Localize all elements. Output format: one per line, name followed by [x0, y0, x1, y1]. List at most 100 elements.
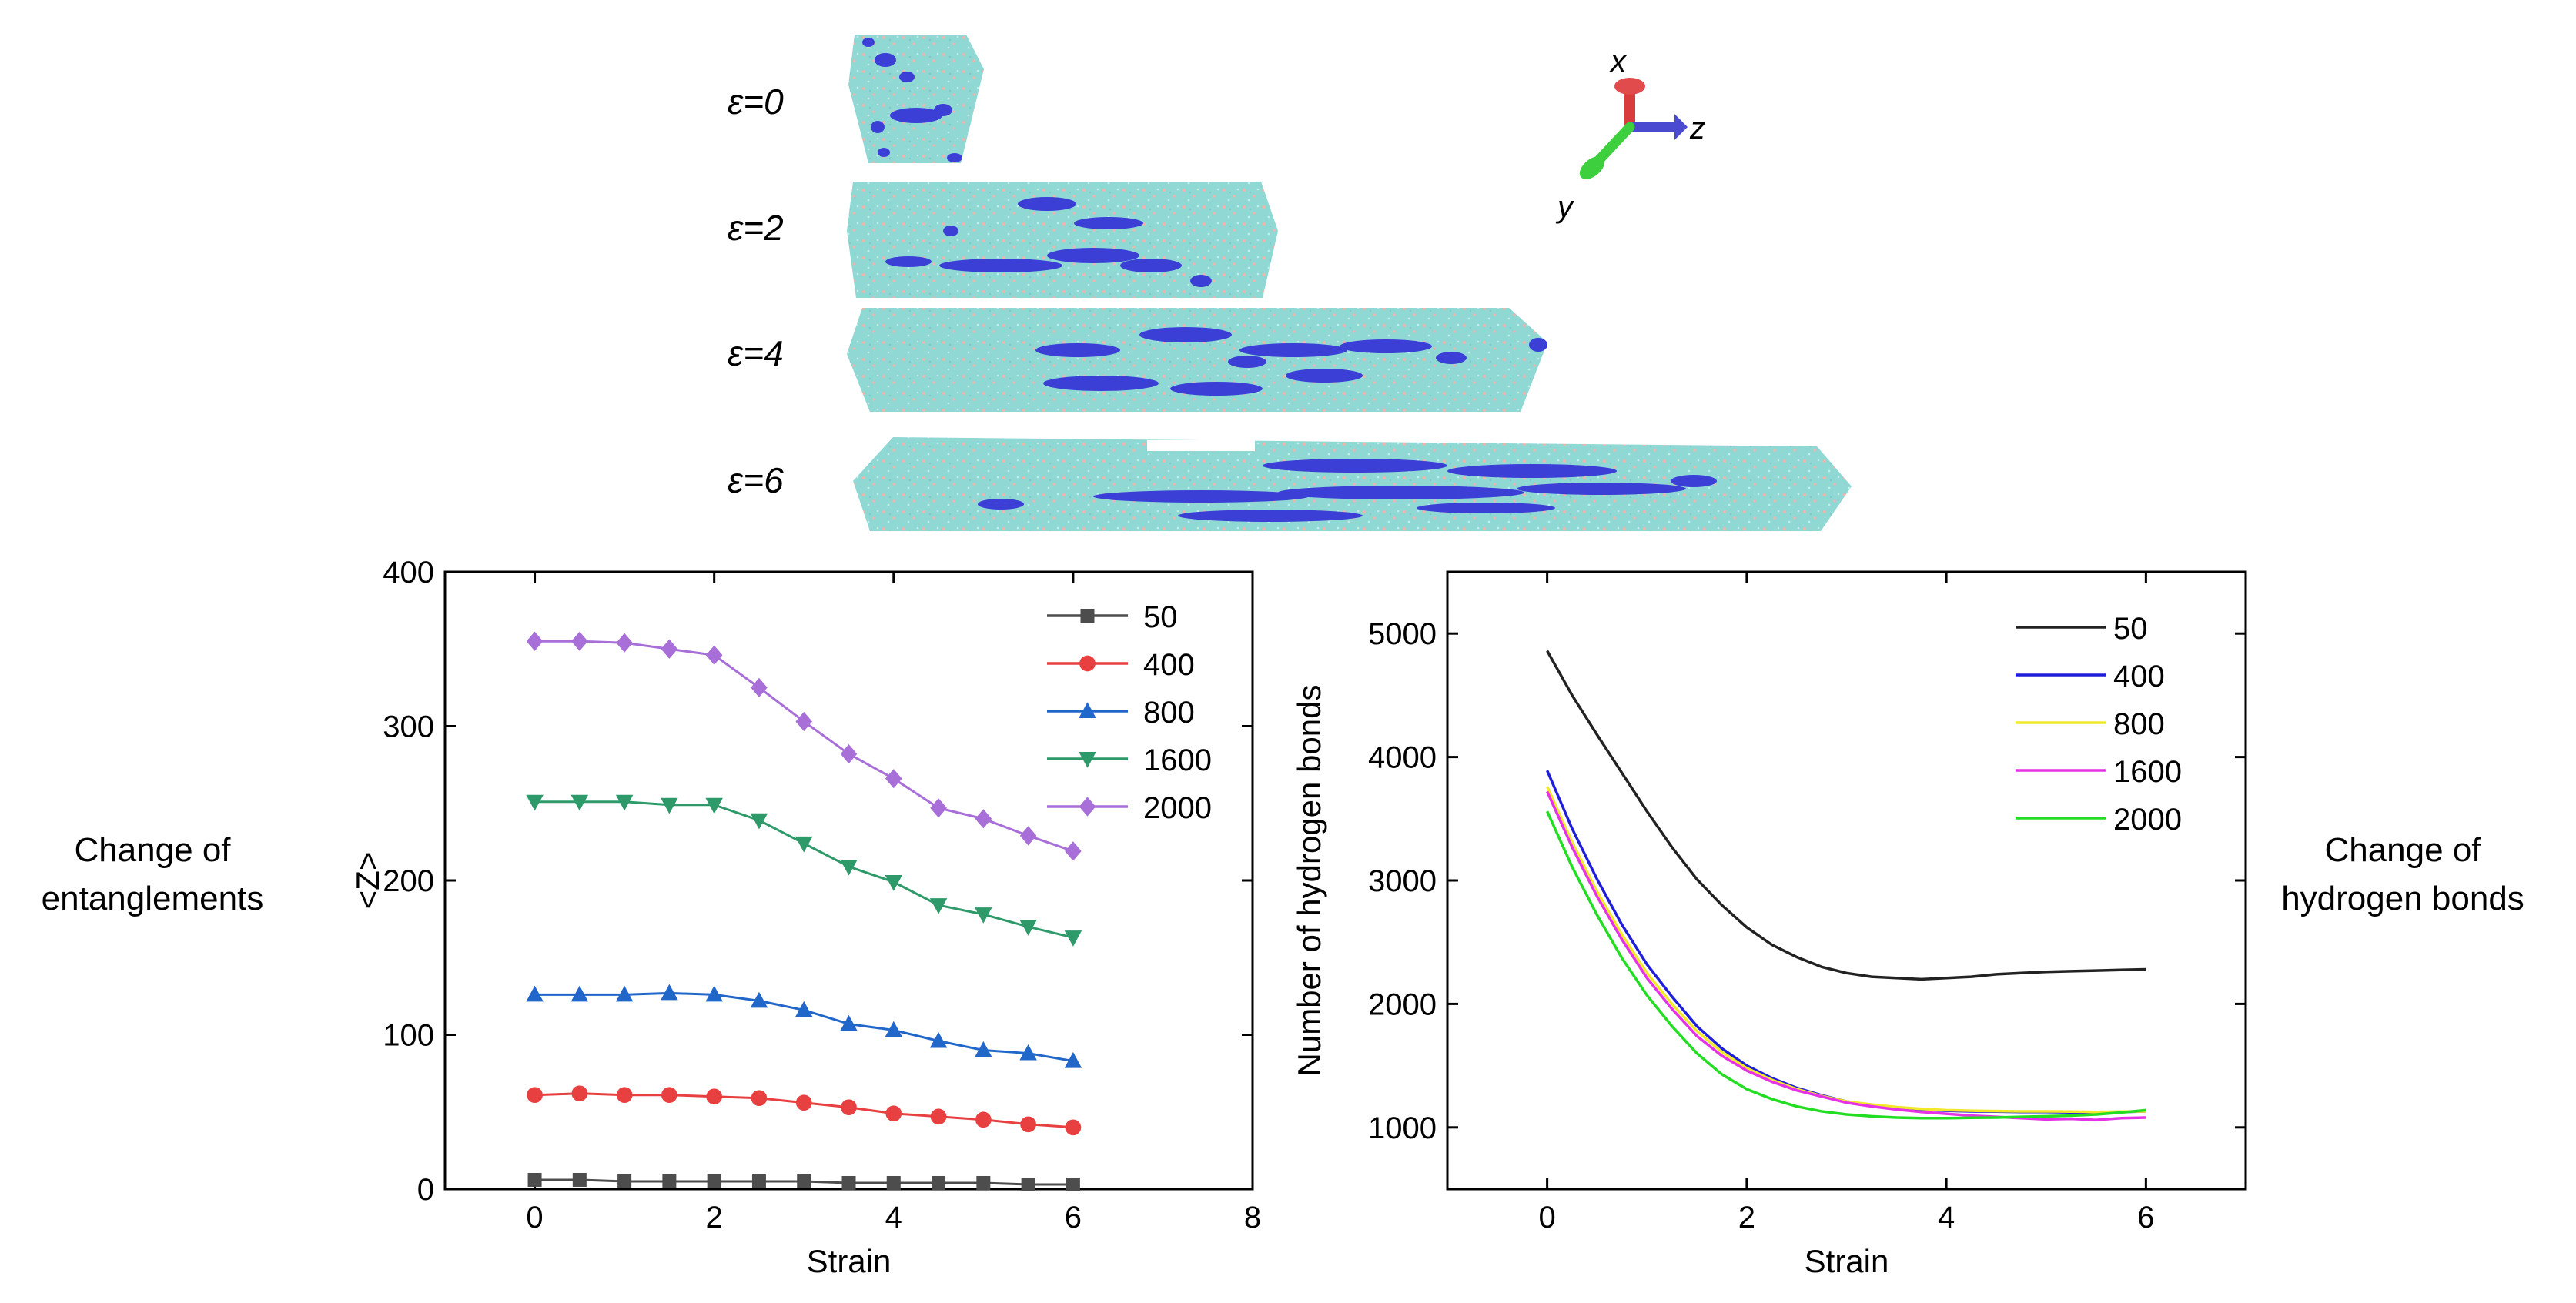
data-point-1600 [661, 797, 678, 814]
data-point-50 [797, 1174, 811, 1188]
x-tick-label: 0 [1539, 1201, 1556, 1235]
data-point-400 [751, 1090, 768, 1107]
data-point-400 [795, 1094, 812, 1111]
left-side-caption: Change of entanglements [42, 831, 264, 917]
data-point-2000 [1065, 841, 1082, 861]
data-point-1600 [975, 907, 992, 924]
legend-marker-400 [1079, 655, 1096, 672]
legend-label-400: 400 [2113, 660, 2165, 693]
series-line-1600 [1546, 790, 2146, 1121]
polymer-box-strain-6 [853, 437, 1852, 531]
legend-label-400: 400 [1143, 648, 1195, 682]
polymer-box-strain-4 [847, 308, 1547, 412]
y-tick-label: 300 [383, 710, 434, 744]
series-2000 [526, 631, 1082, 861]
data-point-2000 [795, 711, 813, 732]
x-axis-label: Strain [807, 1243, 892, 1279]
series-50 [1546, 650, 2146, 981]
data-point-2000 [705, 645, 723, 665]
y-tick-label: 100 [383, 1019, 434, 1053]
data-point-800 [661, 984, 678, 1001]
triad-y-axis [1592, 122, 1635, 167]
data-point-50 [1066, 1177, 1080, 1191]
right-side-caption: Change of hydrogen bonds [2281, 831, 2524, 917]
data-point-1600 [615, 794, 634, 811]
triad-z-arrowhead [1674, 114, 1688, 140]
series-2000 [1546, 810, 2146, 1120]
data-point-50 [886, 1175, 901, 1190]
data-point-2000 [616, 633, 633, 653]
triad-y-arrowhead [1579, 156, 1605, 179]
data-point-50 [841, 1175, 856, 1190]
axes-triad: x y z [1555, 45, 1705, 224]
y-tick-label: 1000 [1368, 1111, 1437, 1145]
right-caption-line-1: Change of [2324, 831, 2481, 869]
strain-label-4: ε=4 [728, 333, 784, 373]
data-point-2000 [930, 798, 947, 818]
data-point-2000 [885, 769, 902, 789]
series-1600 [1546, 790, 2146, 1121]
data-point-400 [930, 1108, 947, 1125]
data-point-1600 [885, 875, 903, 891]
series-50 [527, 1172, 1080, 1191]
data-point-400 [1020, 1116, 1036, 1133]
data-point-800 [1064, 1051, 1082, 1068]
plot-frame [443, 570, 1254, 1191]
x-tick-label: 4 [1938, 1201, 1955, 1235]
data-point-2000 [751, 677, 768, 697]
right-caption-line-2: hydrogen bonds [2281, 880, 2524, 917]
polymer-box-strain-2 [847, 182, 1278, 298]
data-point-2000 [526, 631, 544, 651]
x-tick-label: 6 [1065, 1201, 1082, 1235]
left-caption-line-2: entanglements [42, 880, 264, 917]
y-tick-label: 3000 [1368, 864, 1437, 898]
data-point-400 [841, 1099, 857, 1116]
legend-label-800: 800 [1143, 696, 1195, 730]
data-point-2000 [975, 809, 992, 829]
x-tick-label: 6 [2137, 1201, 2154, 1235]
series-800 [526, 984, 1082, 1068]
data-point-50 [932, 1175, 946, 1190]
data-point-2000 [1019, 826, 1037, 846]
data-point-800 [526, 985, 544, 1002]
data-point-1600 [526, 794, 544, 811]
data-point-1600 [1064, 930, 1082, 947]
legend-marker-2000 [1079, 797, 1096, 817]
data-point-400 [975, 1111, 992, 1128]
data-point-800 [1019, 1044, 1037, 1061]
legend-label-2000: 2000 [2113, 803, 2182, 837]
data-point-50 [751, 1174, 766, 1188]
left-caption-line-1: Change of [74, 831, 231, 869]
x-tick-label: 2 [706, 1201, 723, 1235]
legend-label-1600: 1600 [1143, 743, 1212, 777]
data-point-1600 [840, 859, 858, 876]
y-tick-label: 0 [417, 1173, 434, 1207]
y-tick-label: 200 [383, 864, 434, 898]
data-point-1600 [750, 813, 768, 830]
entanglements-chart: 0 2 4 6 8 0 100 200 300 400 Strain <Z> 50 400 800 1600 2… [350, 556, 1261, 1279]
x-tick-label: 2 [1738, 1201, 1755, 1235]
data-point-800 [570, 985, 589, 1002]
data-point-800 [975, 1041, 992, 1057]
data-point-400 [527, 1087, 543, 1104]
legend-label-800: 800 [2113, 707, 2165, 741]
data-point-50 [572, 1172, 587, 1187]
x-tick-label: 0 [526, 1201, 543, 1235]
legend-label-2000: 2000 [1143, 791, 1212, 825]
data-point-1600 [795, 836, 813, 853]
data-point-800 [750, 991, 768, 1008]
data-point-50 [662, 1174, 677, 1188]
legend-label-1600: 1600 [2113, 755, 2182, 789]
data-point-800 [929, 1031, 948, 1048]
data-point-1600 [929, 898, 948, 914]
triad-y-label: y [1555, 190, 1575, 224]
data-point-50 [976, 1175, 991, 1190]
triad-z-label: z [1689, 112, 1705, 145]
y-tick-label: 2000 [1368, 987, 1437, 1021]
y-tick-label: 4000 [1368, 741, 1437, 775]
strain-label-0: ε=0 [728, 82, 784, 122]
data-point-400 [571, 1085, 588, 1102]
y-tick-label: 400 [383, 556, 434, 590]
data-point-400 [661, 1087, 677, 1104]
